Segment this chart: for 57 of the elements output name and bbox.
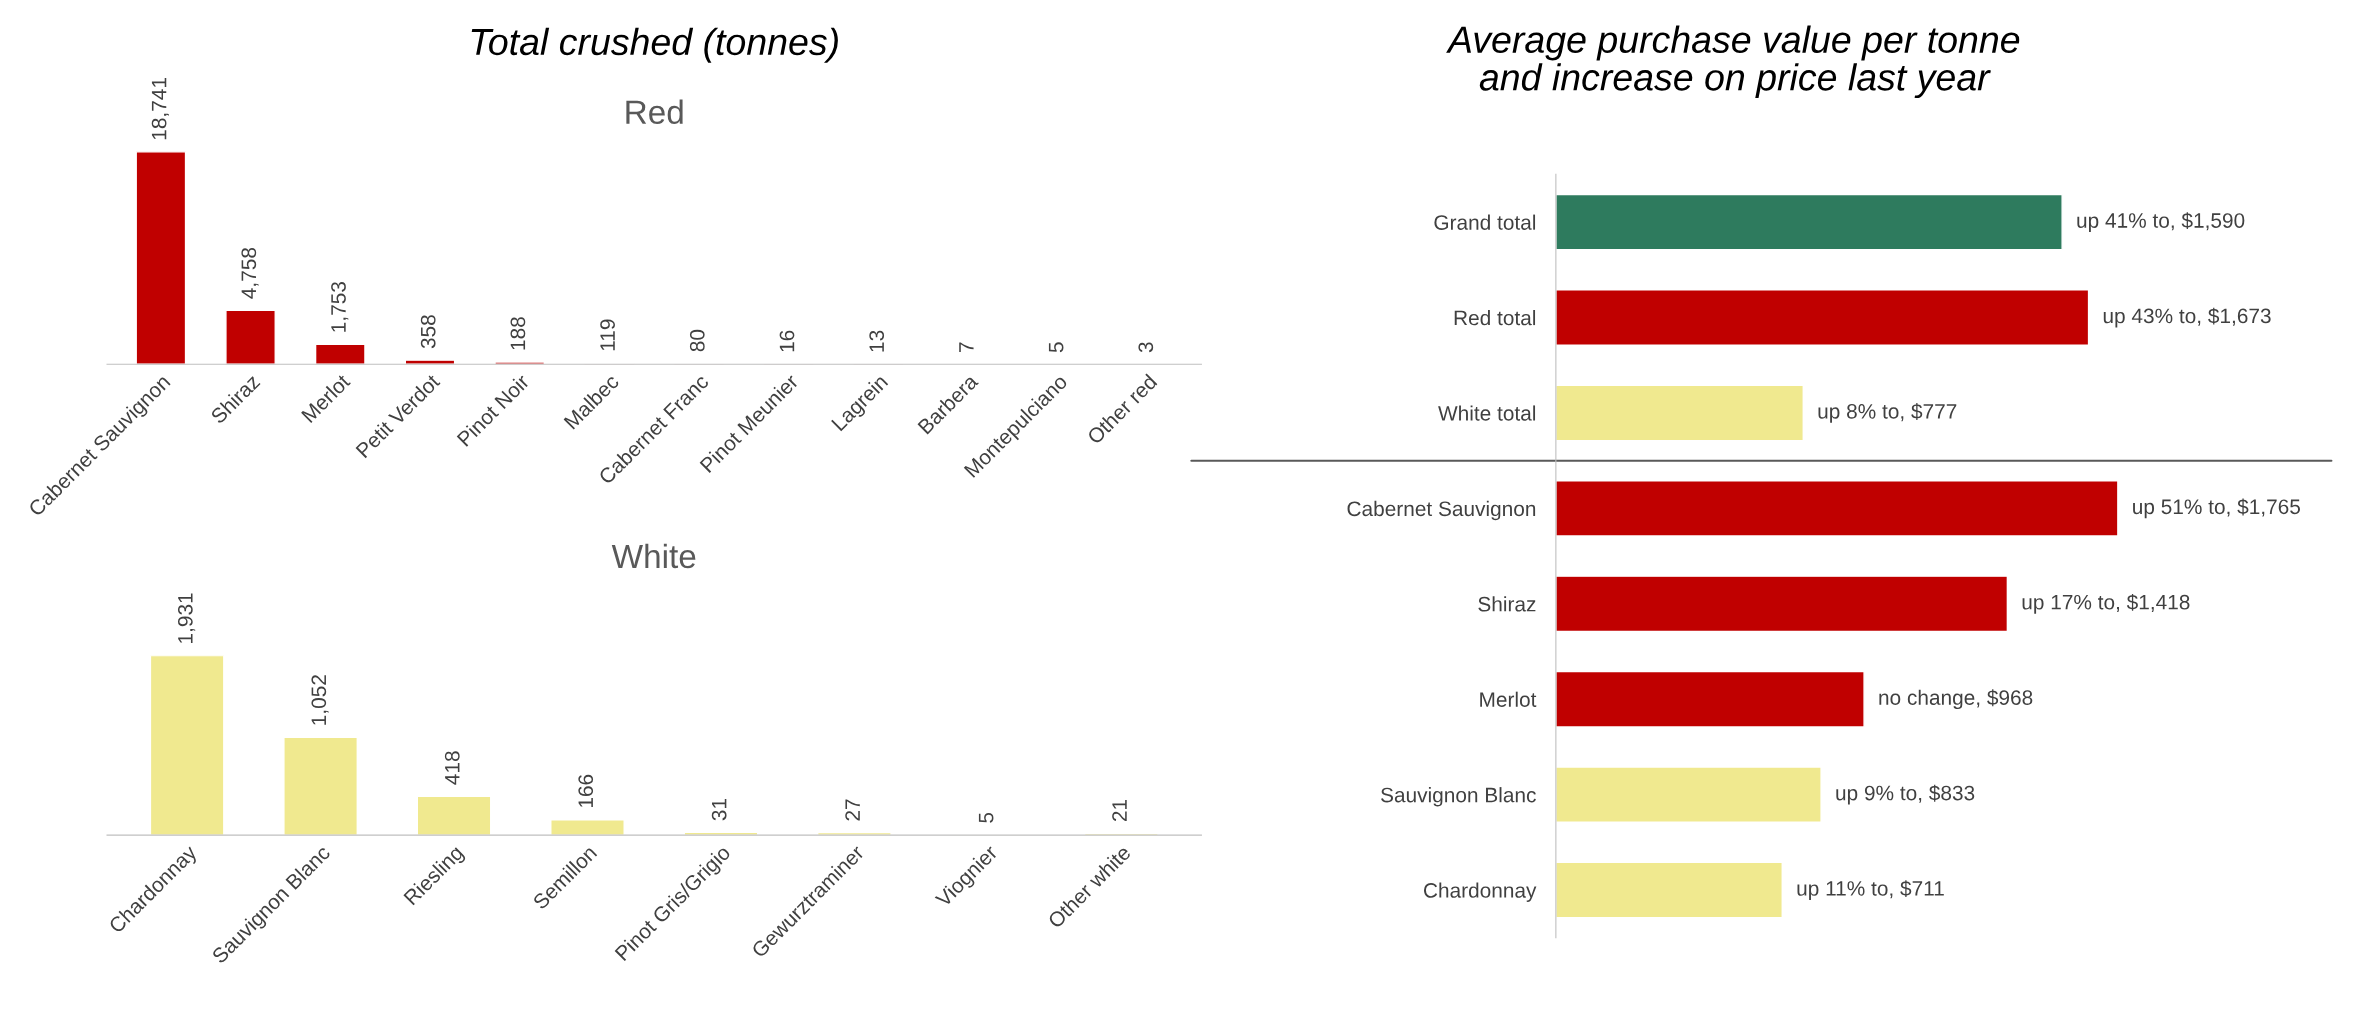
data-label: 80 <box>689 329 705 352</box>
y-tick-label: Sauvignon Blanc <box>1381 787 1536 807</box>
data-label: 7 <box>959 342 974 352</box>
bar <box>1555 861 1783 919</box>
bar <box>149 655 225 836</box>
bar <box>404 359 456 365</box>
bar <box>225 309 276 365</box>
data-label: up 8% to, $777 <box>1818 403 1957 423</box>
data-label: 27 <box>845 799 860 821</box>
y-tick-label: Shiraz <box>1478 596 1536 612</box>
bar <box>283 736 358 836</box>
data-label: no change, $968 <box>1879 689 2033 710</box>
data-label: 4,758 <box>241 247 259 299</box>
data-label: up 17% to, $1,418 <box>2022 593 2190 614</box>
data-label: up 41% to, $1,590 <box>2077 212 2245 232</box>
bar <box>416 795 492 836</box>
data-label: 1,753 <box>331 282 349 332</box>
bar <box>135 151 187 365</box>
bar <box>1555 575 2009 633</box>
y-tick-label: Grand total <box>1434 214 1536 230</box>
chart-title: Total crushed (tonnes) <box>471 27 838 63</box>
chart-title: White <box>611 543 696 569</box>
y-tick-label: Merlot <box>1480 691 1537 707</box>
data-label: up 51% to, $1,765 <box>2133 498 2300 519</box>
data-label: 119 <box>600 319 615 351</box>
bar <box>1555 289 2090 346</box>
bar <box>1555 384 1804 442</box>
data-label: up 9% to, $833 <box>1836 784 1975 805</box>
bar <box>1555 193 2063 251</box>
bar <box>1555 670 1865 728</box>
bar <box>550 819 625 836</box>
data-label: 13 <box>869 330 885 352</box>
bar <box>314 343 366 365</box>
bar <box>817 831 892 836</box>
data-label: 21 <box>1112 799 1127 822</box>
data-label: 31 <box>711 799 727 821</box>
data-label: 1,052 <box>311 675 329 725</box>
data-label: up 43% to, $1,673 <box>2103 307 2271 328</box>
data-label: 188 <box>510 317 526 350</box>
data-label: 5 <box>1048 342 1064 353</box>
data-label: 3 <box>1138 342 1154 353</box>
chart-title: Average purchase value per tonne and increase on price last year <box>1446 25 2020 99</box>
chart-subtitle: Red <box>626 99 683 125</box>
y-tick-label: Red total <box>1454 310 1536 326</box>
data-label: 16 <box>779 330 795 352</box>
bar <box>494 361 546 365</box>
data-label: 358 <box>420 315 436 349</box>
data-label: 418 <box>444 751 460 785</box>
data-label: 5 <box>978 812 994 823</box>
bar <box>1555 480 2119 537</box>
data-label: up 11% to, $711 <box>1797 880 1944 900</box>
bar <box>1555 766 1822 824</box>
data-label: 18,741 <box>151 78 169 140</box>
y-tick-label: Cabernet Sauvignon <box>1347 500 1536 521</box>
data-label: 1,931 <box>177 593 196 643</box>
data-label: 166 <box>578 774 594 808</box>
y-tick-label: White total <box>1438 405 1536 421</box>
